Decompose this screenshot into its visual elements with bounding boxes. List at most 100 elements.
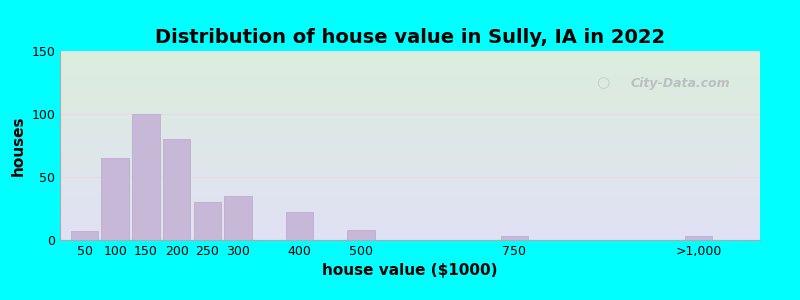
Bar <box>60 93 760 94</box>
Bar <box>60 76 760 77</box>
Bar <box>60 149 760 150</box>
Bar <box>60 142 760 143</box>
Bar <box>60 146 760 147</box>
Title: Distribution of house value in Sully, IA in 2022: Distribution of house value in Sully, IA… <box>155 28 665 47</box>
Bar <box>60 51 760 52</box>
Bar <box>60 126 760 127</box>
Bar <box>60 83 760 84</box>
Bar <box>60 200 760 201</box>
Bar <box>60 116 760 117</box>
Bar <box>60 129 760 130</box>
Bar <box>60 98 760 99</box>
Bar <box>60 110 760 112</box>
Bar <box>60 221 760 222</box>
Bar <box>60 158 760 159</box>
Bar <box>60 189 760 190</box>
Bar <box>60 201 760 202</box>
Bar <box>60 59 760 60</box>
Bar <box>60 168 760 169</box>
Bar <box>60 118 760 119</box>
Bar <box>60 128 760 129</box>
Bar <box>60 86 760 87</box>
Bar <box>60 132 760 133</box>
Bar <box>60 82 760 83</box>
Bar <box>60 73 760 74</box>
Bar <box>102 158 129 240</box>
Bar <box>60 184 760 185</box>
Bar <box>60 177 760 178</box>
Bar <box>60 196 760 197</box>
Bar <box>60 230 760 232</box>
Bar <box>60 220 760 221</box>
Bar <box>60 229 760 230</box>
Bar <box>60 74 760 75</box>
Bar <box>60 89 760 90</box>
Bar <box>60 179 760 181</box>
Bar <box>60 234 760 235</box>
Bar <box>60 172 760 173</box>
Bar <box>60 166 760 167</box>
Bar <box>60 131 760 132</box>
Bar <box>60 143 760 144</box>
Bar <box>60 138 760 139</box>
Bar <box>60 101 760 102</box>
Bar <box>60 164 760 165</box>
Bar <box>60 122 760 123</box>
Bar <box>60 171 760 172</box>
Bar <box>60 238 760 239</box>
Bar <box>60 215 760 216</box>
Bar <box>60 69 760 70</box>
Bar <box>60 79 760 80</box>
Bar <box>60 77 760 78</box>
Bar <box>60 95 760 96</box>
Bar <box>60 125 760 126</box>
Bar <box>60 148 760 149</box>
Bar <box>60 102 760 103</box>
Bar <box>60 139 760 140</box>
Bar <box>60 222 760 223</box>
Bar <box>132 114 160 240</box>
Bar <box>60 157 760 158</box>
Bar <box>60 162 760 163</box>
Bar <box>60 204 760 205</box>
Bar <box>60 207 760 208</box>
Bar <box>224 196 252 240</box>
Bar <box>60 197 760 198</box>
Bar <box>60 227 760 228</box>
Bar <box>60 194 760 195</box>
Bar <box>60 140 760 141</box>
Bar <box>60 217 760 218</box>
Bar <box>60 108 760 109</box>
X-axis label: house value ($1000): house value ($1000) <box>322 263 498 278</box>
Bar <box>60 137 760 138</box>
Bar <box>60 130 760 131</box>
Bar <box>60 147 760 148</box>
Bar <box>60 105 760 106</box>
Bar <box>60 154 760 155</box>
Bar <box>60 198 760 200</box>
Bar <box>685 236 713 240</box>
Bar <box>60 167 760 168</box>
Bar <box>60 68 760 69</box>
Bar <box>60 182 760 183</box>
Bar <box>60 232 760 233</box>
Bar <box>60 120 760 121</box>
Bar <box>60 235 760 236</box>
Text: City-Data.com: City-Data.com <box>630 76 730 90</box>
Bar <box>60 112 760 113</box>
Bar <box>60 124 760 125</box>
Bar <box>60 202 760 203</box>
Bar <box>60 100 760 101</box>
Bar <box>60 150 760 151</box>
Bar <box>60 223 760 224</box>
Bar <box>60 61 760 62</box>
Bar <box>60 71 760 72</box>
Bar <box>60 84 760 85</box>
Bar <box>60 170 760 171</box>
Bar <box>60 169 760 170</box>
Bar <box>60 212 760 213</box>
Bar <box>60 103 760 104</box>
Bar <box>60 144 760 145</box>
Bar <box>60 206 760 207</box>
Bar <box>60 55 760 56</box>
